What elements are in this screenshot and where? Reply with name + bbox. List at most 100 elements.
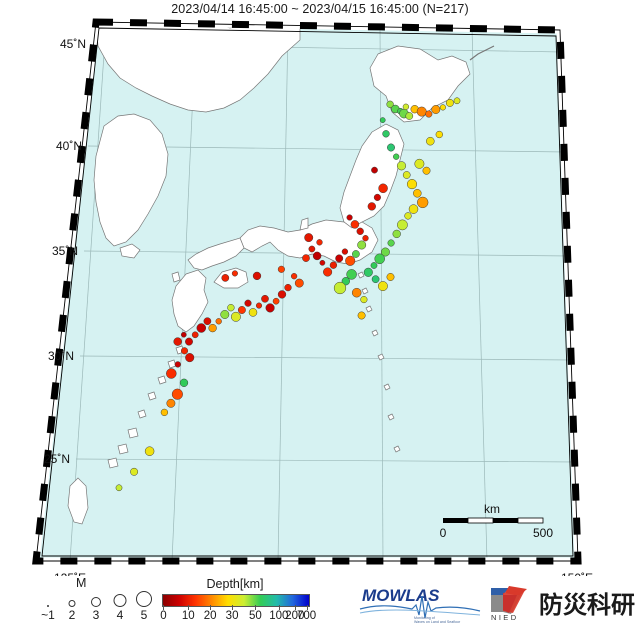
epicenter-marker <box>323 267 333 277</box>
epicenter-marker <box>277 265 285 273</box>
epicenter-marker <box>290 273 298 280</box>
epicenter-marker <box>335 254 344 263</box>
lon-label-150: 150˚E <box>561 571 593 576</box>
scale-bar: km 0 500 <box>440 502 554 540</box>
epicenter-marker <box>185 353 195 363</box>
magnitude-symbols <box>38 591 152 609</box>
depth-tick <box>210 605 212 610</box>
lat-label-45: 45˚N <box>60 37 86 51</box>
mowlas-logo: MOWLAS Monitoring of Waves on Land and S… <box>358 582 483 624</box>
magnitude-legend-title: M <box>76 576 87 590</box>
epicenter-marker <box>316 239 323 246</box>
epicenter-marker <box>379 117 386 123</box>
epicenter-marker <box>208 323 217 333</box>
epicenter-marker <box>351 287 362 298</box>
epicenter-marker <box>387 143 395 152</box>
magnitude-legend: M ~1 2 3 4 5 <box>16 576 156 627</box>
epicenter-marker <box>352 250 360 258</box>
epicenter-marker <box>191 331 199 339</box>
epicenter-marker <box>221 274 230 282</box>
magnitude-label-4: 4 <box>116 608 124 622</box>
epicenter-marker <box>396 161 407 171</box>
epicenter-marker <box>346 269 357 280</box>
epicenter-marker <box>417 196 429 209</box>
epicenter-marker <box>392 229 401 239</box>
epicenter-marker <box>237 306 246 314</box>
magnitude-label-5: 5 <box>140 608 148 622</box>
epicenter-markers <box>115 97 461 492</box>
epicenter-marker <box>203 317 212 326</box>
scalebar-unit-label: km <box>484 502 500 516</box>
epicenter-marker <box>215 318 222 325</box>
epicenter-marker <box>115 484 123 492</box>
depth-legend-title: Depth[km] <box>206 577 264 591</box>
waveform-icon <box>359 595 481 619</box>
magnitude-symbol-3 <box>91 597 101 607</box>
epicenter-marker <box>166 398 176 408</box>
depth-tick-label-0: 0 <box>160 610 167 622</box>
seismicity-map: km 0 500 45˚N 40˚N 35˚N 30˚N 25˚N 125˚E … <box>0 16 640 576</box>
epicenter-marker <box>308 245 316 253</box>
depth-tick-label-20: 20 <box>203 610 217 622</box>
depth-tick <box>163 605 165 610</box>
depth-tick <box>232 605 234 610</box>
epicenter-marker <box>382 130 390 138</box>
epicenter-marker <box>284 283 292 292</box>
latitude-labels: 45˚N 40˚N 35˚N 30˚N 25˚N <box>44 37 86 466</box>
depth-tick-label-100: 100 <box>269 610 289 622</box>
epicenter-marker <box>387 239 395 247</box>
svg-text:防災科研: 防災科研 <box>539 591 635 619</box>
epicenter-marker <box>405 112 414 120</box>
epicenter-marker <box>185 337 193 346</box>
epicenter-marker <box>130 467 139 476</box>
epicenter-marker <box>171 388 183 400</box>
epicenter-marker <box>244 299 252 307</box>
epicenter-marker <box>294 278 304 288</box>
depth-tick-label-50: 50 <box>249 610 262 622</box>
epicenter-marker <box>402 171 411 179</box>
epicenter-marker <box>357 240 367 250</box>
epicenter-marker <box>265 303 275 313</box>
epicenter-marker <box>374 253 385 265</box>
epicenter-marker <box>402 103 410 110</box>
epicenter-marker <box>319 259 326 266</box>
epicenter-marker <box>386 100 394 108</box>
depth-tick-label-10: 10 <box>181 610 195 622</box>
legend-panel: M ~1 2 3 4 5 Depth[km] 0 10 20 30 50 100 200 700 MO… <box>0 576 640 627</box>
depth-colorbar <box>162 594 310 607</box>
depth-tick-label-700: 700 <box>296 610 317 622</box>
epicenter-marker <box>431 105 441 114</box>
epicenter-marker <box>406 179 418 190</box>
epicenter-marker <box>196 323 207 333</box>
magnitude-label-3: 3 <box>92 608 100 622</box>
svg-text:Monitoring of: Monitoring of <box>414 616 435 620</box>
epicenter-marker <box>220 310 230 319</box>
epicenter-marker <box>345 255 356 266</box>
lat-label-25: 25˚N <box>44 452 70 466</box>
epicenter-marker <box>373 193 381 201</box>
epicenter-marker <box>414 158 425 169</box>
magnitude-symbol-2 <box>68 600 76 607</box>
epicenter-marker <box>341 248 349 255</box>
epicenter-marker <box>180 347 189 355</box>
epicenter-marker <box>255 302 263 309</box>
depth-tick-labels: 0 10 20 30 50 100 200 700 <box>160 610 316 626</box>
epicenter-marker <box>371 275 380 284</box>
lat-label-40: 40˚N <box>56 139 82 153</box>
depth-legend: Depth[km] 0 10 20 30 50 100 200 700 <box>160 577 316 627</box>
epicenter-marker <box>248 308 258 317</box>
epicenter-marker <box>230 311 241 322</box>
nied-logo: NIED 防災科研 <box>487 582 635 622</box>
epicenter-marker <box>350 220 360 229</box>
epicenter-marker <box>341 277 350 286</box>
epicenter-marker <box>371 166 378 174</box>
nied-mark <box>491 586 527 614</box>
epicenter-marker <box>179 378 189 387</box>
epicenter-marker <box>312 251 322 261</box>
epicenter-marker <box>333 281 347 295</box>
epicenter-marker <box>277 290 287 299</box>
scalebar-min-label: 0 <box>440 526 447 540</box>
epicenter-marker <box>370 262 378 269</box>
depth-tick <box>255 605 257 610</box>
scalebar-max-label: 500 <box>533 526 553 540</box>
